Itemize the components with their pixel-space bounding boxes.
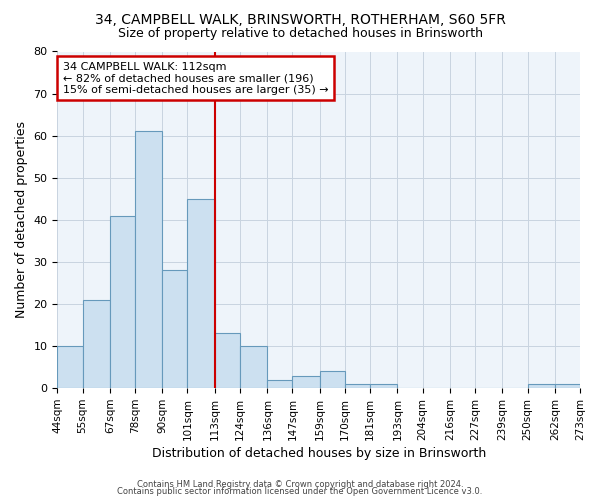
Bar xyxy=(268,380,292,388)
Bar xyxy=(370,384,397,388)
Bar xyxy=(555,384,580,388)
Y-axis label: Number of detached properties: Number of detached properties xyxy=(15,122,28,318)
Bar xyxy=(135,132,163,388)
Bar xyxy=(292,376,320,388)
Bar xyxy=(58,346,83,388)
Text: Size of property relative to detached houses in Brinsworth: Size of property relative to detached ho… xyxy=(118,28,482,40)
Bar xyxy=(110,216,135,388)
Bar xyxy=(163,270,187,388)
X-axis label: Distribution of detached houses by size in Brinsworth: Distribution of detached houses by size … xyxy=(152,447,486,460)
Text: 34 CAMPBELL WALK: 112sqm
← 82% of detached houses are smaller (196)
15% of semi-: 34 CAMPBELL WALK: 112sqm ← 82% of detach… xyxy=(62,62,328,95)
Bar xyxy=(527,384,555,388)
Text: Contains HM Land Registry data © Crown copyright and database right 2024.: Contains HM Land Registry data © Crown c… xyxy=(137,480,463,489)
Text: 34, CAMPBELL WALK, BRINSWORTH, ROTHERHAM, S60 5FR: 34, CAMPBELL WALK, BRINSWORTH, ROTHERHAM… xyxy=(95,12,505,26)
Bar xyxy=(215,334,240,388)
Bar xyxy=(187,199,215,388)
Text: Contains public sector information licensed under the Open Government Licence v3: Contains public sector information licen… xyxy=(118,488,482,496)
Bar xyxy=(320,372,345,388)
Bar xyxy=(240,346,268,388)
Bar xyxy=(83,300,110,388)
Bar xyxy=(345,384,370,388)
